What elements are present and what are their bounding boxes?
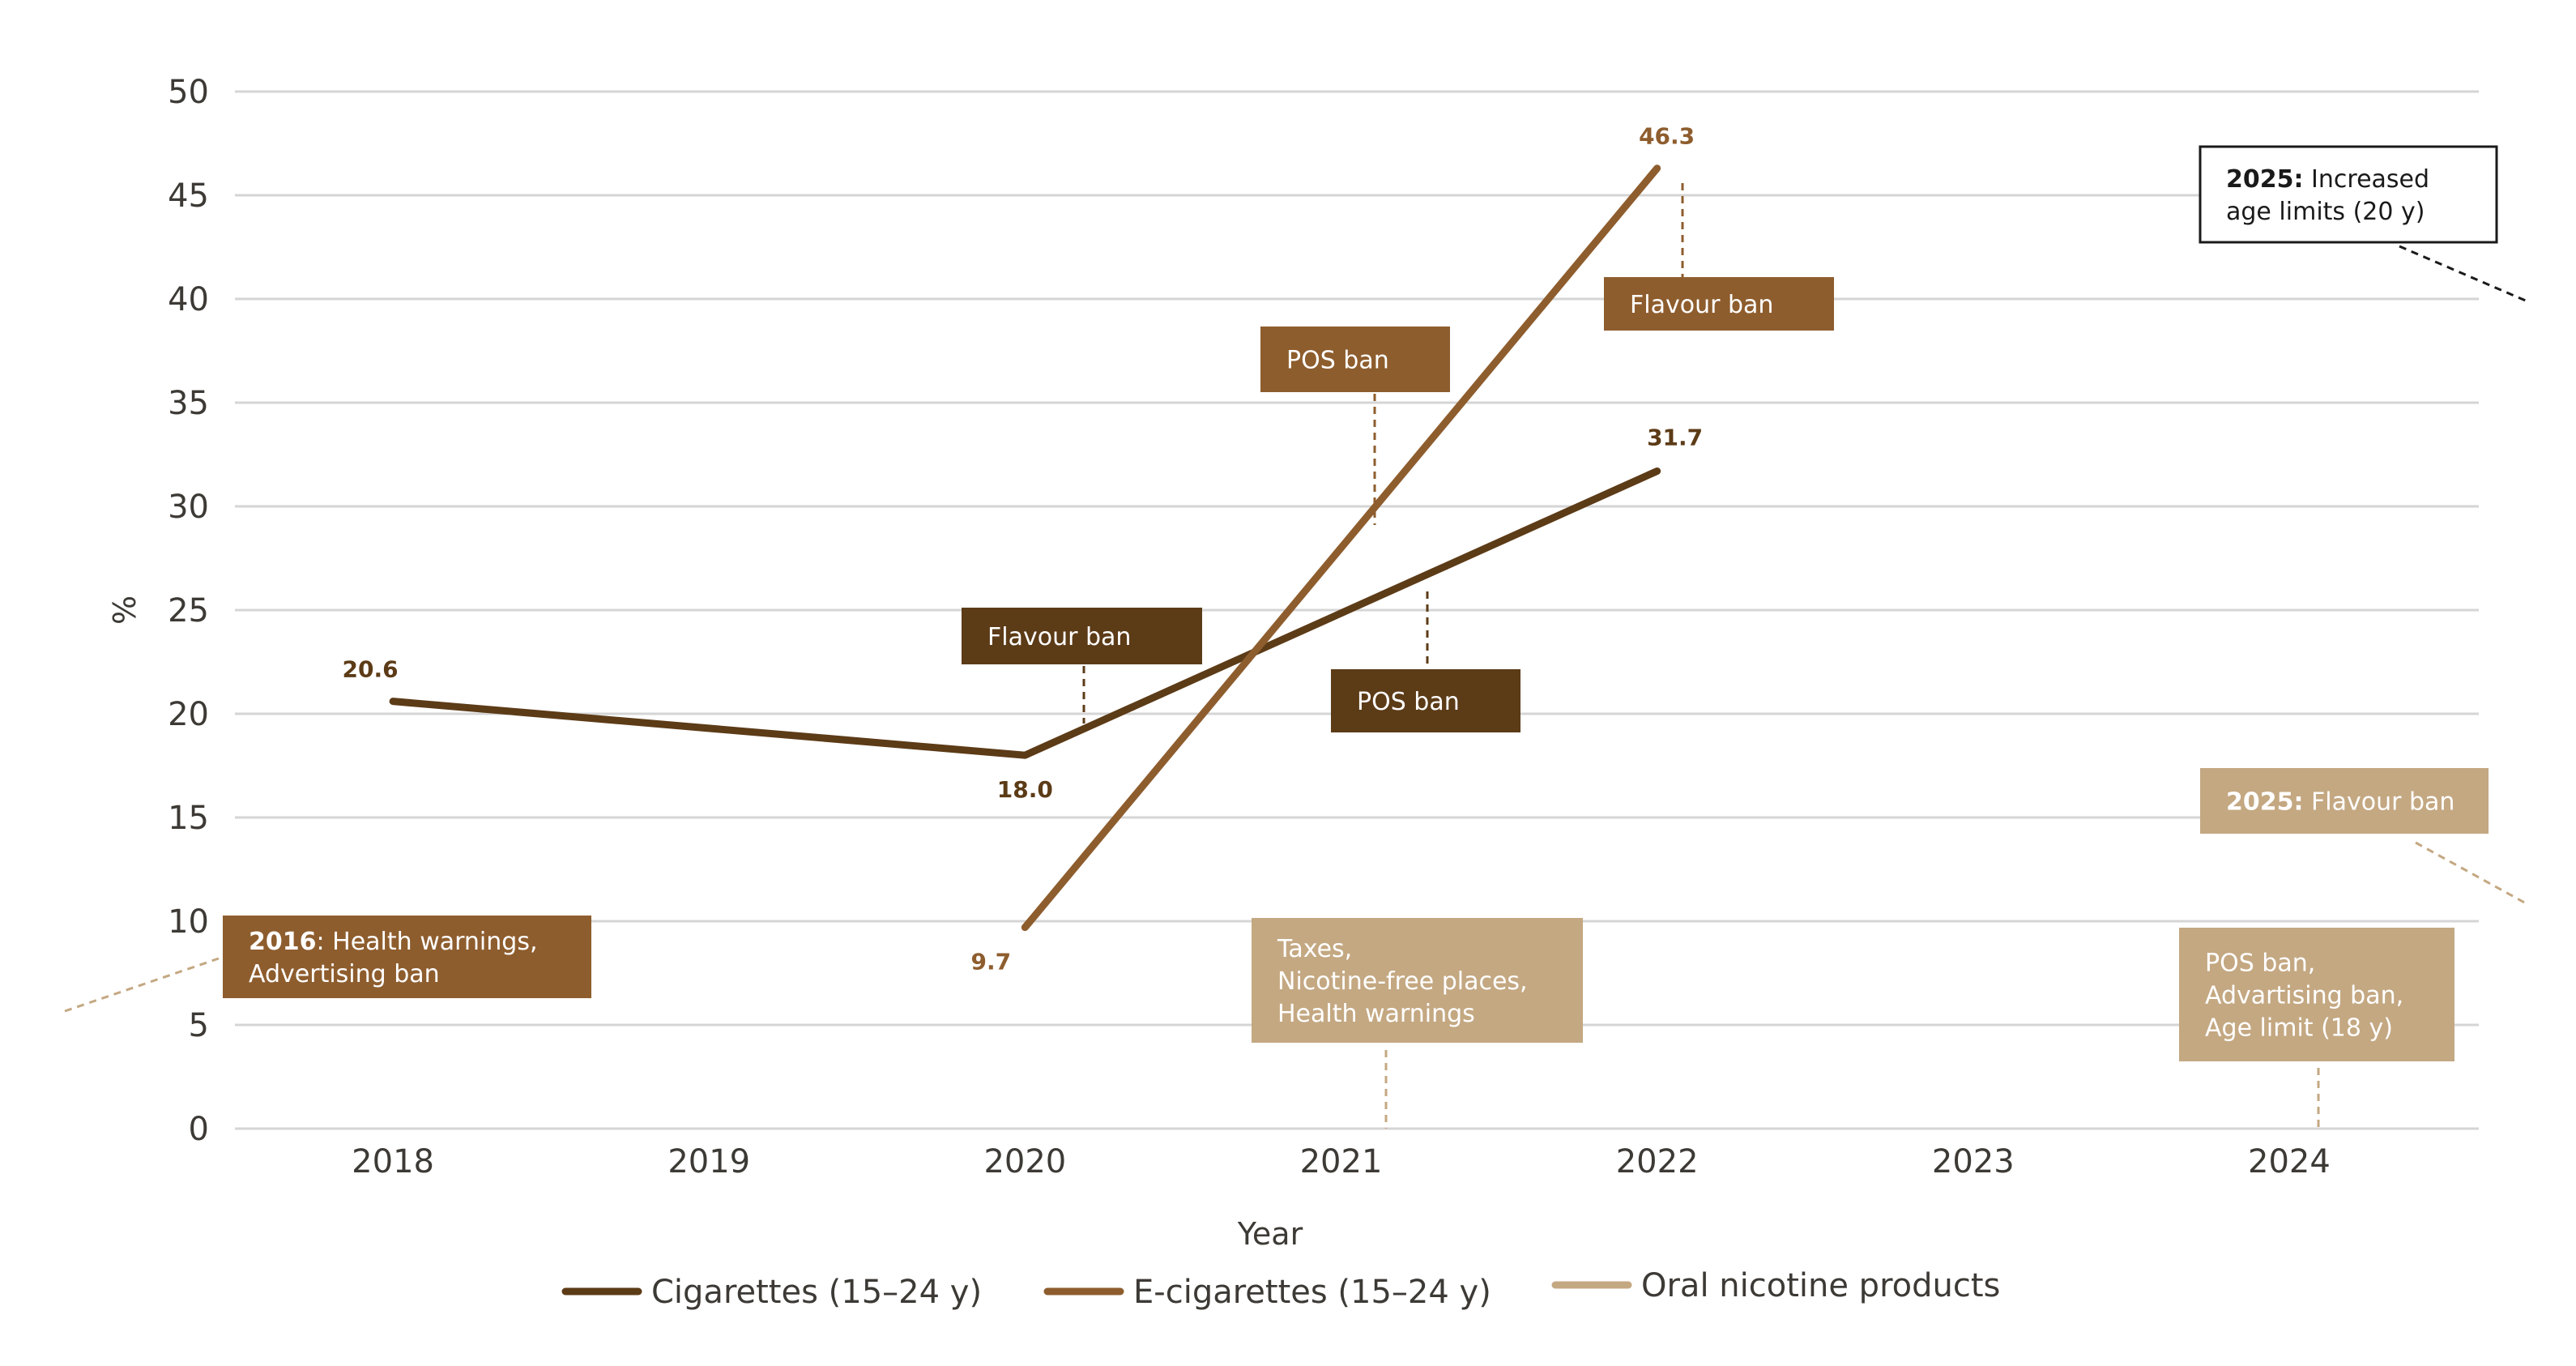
annotation-line: POS ban, (2205, 950, 2315, 978)
annotation-line: Taxes, (1277, 935, 1352, 963)
y-tick-label: 15 (168, 800, 209, 837)
annotation-box-bg (1252, 918, 1583, 1043)
annotation-box: 2016: Health warnings, Advertising ban (223, 916, 591, 998)
y-axis-title: % (107, 595, 143, 625)
annotation-box: Taxes, Nicotine-free places, Health warnin… (1252, 918, 1583, 1043)
annotation-line: 2025: Increased (2226, 165, 2429, 194)
annotation-line: Nicotine-free places, (1277, 967, 1528, 996)
annotation-line: POS ban (1357, 688, 1460, 716)
annotation-box: POS ban (1260, 327, 1450, 392)
x-tick-label: 2020 (983, 1143, 1066, 1180)
x-axis-title: Year (1237, 1216, 1303, 1252)
annotation-text: Age limit (18 y) (2205, 1014, 2393, 1043)
annotation-text: Flavour ban (2304, 788, 2455, 817)
annotation-box-bg (1604, 277, 1834, 331)
annotation-text: Flavour ban (1630, 291, 1773, 319)
annotation-text: Increased (2304, 165, 2430, 194)
x-tick-label: 2021 (1300, 1143, 1383, 1180)
annotation-box-bg (1260, 327, 1450, 392)
legend-item: E-cigarettes (15–24 y) (1043, 1274, 1491, 1311)
annotation-bold: 2025: (2226, 165, 2304, 194)
annotation-text: POS ban (1286, 347, 1389, 375)
annotation-line: POS ban (1286, 347, 1389, 375)
annotation-line: 2025: Flavour ban (2226, 788, 2454, 817)
data-label: 46.3 (1639, 123, 1695, 150)
y-tick-label: 35 (168, 385, 209, 422)
legend-label: Cigarettes (15–24 y) (651, 1274, 982, 1311)
annotation-line: 2016: Health warnings, (249, 928, 538, 956)
leader-line (2415, 841, 2528, 906)
annotation-box-bg (1331, 669, 1520, 732)
data-label: 31.7 (1647, 424, 1703, 450)
annotation-line: Flavour ban (1630, 291, 1773, 319)
annotation-box-bg (962, 608, 1202, 664)
policy-annotations: 2016: Health warnings, Advertising ban Fla… (223, 145, 2498, 1061)
y-tick-label: 10 (168, 903, 209, 941)
y-axis-ticks: 0 5 10 15 20 25 30 35 40 45 50 (168, 74, 209, 1148)
data-label: 18.0 (997, 776, 1053, 803)
annotation-text: Nicotine-free places, (1277, 967, 1528, 996)
annotation-box-bg (2199, 145, 2498, 244)
annotation-line: age limits (20 y) (2226, 198, 2425, 226)
annotation-box-bg (2179, 928, 2454, 1061)
y-tick-label: 5 (189, 1007, 209, 1044)
data-series (389, 164, 1661, 932)
x-tick-label: 2019 (667, 1143, 750, 1180)
annotation-text: Flavour ban (987, 623, 1131, 651)
annotation-text: : Health warnings, (317, 928, 538, 956)
x-axis-ticks: 2018 2019 2020 2021 2022 2023 2024 (352, 1143, 2331, 1180)
annotation-text: age limits (20 y) (2226, 198, 2425, 226)
x-tick-label: 2023 (1932, 1143, 2015, 1180)
y-tick-label: 45 (168, 177, 209, 215)
annotation-text: Taxes, (1277, 935, 1352, 963)
x-tick-label: 2018 (352, 1143, 434, 1180)
leader-line (2399, 245, 2528, 303)
leader-line (64, 957, 220, 1013)
annotation-box-bg (223, 916, 591, 998)
annotation-box: POS ban, Advartising ban, Age limit (18 y) (2179, 928, 2454, 1061)
x-tick-label: 2022 (1616, 1143, 1699, 1180)
series-line-e-cigarettes (1021, 164, 1661, 932)
y-tick-label: 0 (189, 1111, 209, 1148)
annotation-line: Flavour ban (987, 623, 1131, 651)
annotation-line: Advertising ban (249, 960, 440, 988)
annotation-box-bg (2200, 768, 2489, 834)
annotation-line: Age limit (18 y) (2205, 1014, 2393, 1043)
annotation-text: POS ban (1357, 688, 1460, 716)
legend-label: E-cigarettes (15–24 y) (1133, 1274, 1491, 1311)
annotation-text: Advartising ban, (2205, 982, 2403, 1010)
legend-label: Oral nicotine products (1641, 1267, 2000, 1304)
y-tick-label: 20 (168, 696, 209, 733)
annotation-box: Flavour ban (1604, 277, 1834, 331)
annotation-text: POS ban, (2205, 950, 2315, 978)
y-tick-label: 30 (168, 489, 209, 526)
annotation-line: Health warnings (1277, 1000, 1475, 1028)
annotation-box: Flavour ban (962, 608, 1202, 664)
annotation-text: Health warnings (1277, 1000, 1475, 1028)
data-labels: 20.6 18.0 31.7 9.7 46.3 (343, 123, 1704, 975)
annotation-box: 2025: Increased age limits (20 y) (2199, 145, 2498, 244)
annotation-box: 2025: Flavour ban (2200, 768, 2489, 834)
x-tick-label: 2024 (2248, 1143, 2331, 1180)
annotation-bold: 2025: (2226, 788, 2304, 817)
annotation-bold: 2016 (249, 928, 317, 956)
legend-item: Oral nicotine products (1551, 1267, 2000, 1304)
annotation-box: POS ban (1331, 669, 1520, 732)
data-label: 9.7 (971, 949, 1012, 975)
y-tick-label: 40 (168, 281, 209, 318)
annotation-line: Advartising ban, (2205, 982, 2403, 1010)
y-tick-label: 50 (168, 74, 209, 111)
data-label: 20.6 (343, 656, 399, 683)
y-tick-label: 25 (168, 592, 209, 630)
legend: Cigarettes (15–24 y) E-cigarettes (15–24 … (561, 1267, 2000, 1311)
legend-item: Cigarettes (15–24 y) (561, 1274, 982, 1311)
annotation-text: Advertising ban (249, 960, 440, 988)
series-line-cigarettes (389, 467, 1661, 759)
